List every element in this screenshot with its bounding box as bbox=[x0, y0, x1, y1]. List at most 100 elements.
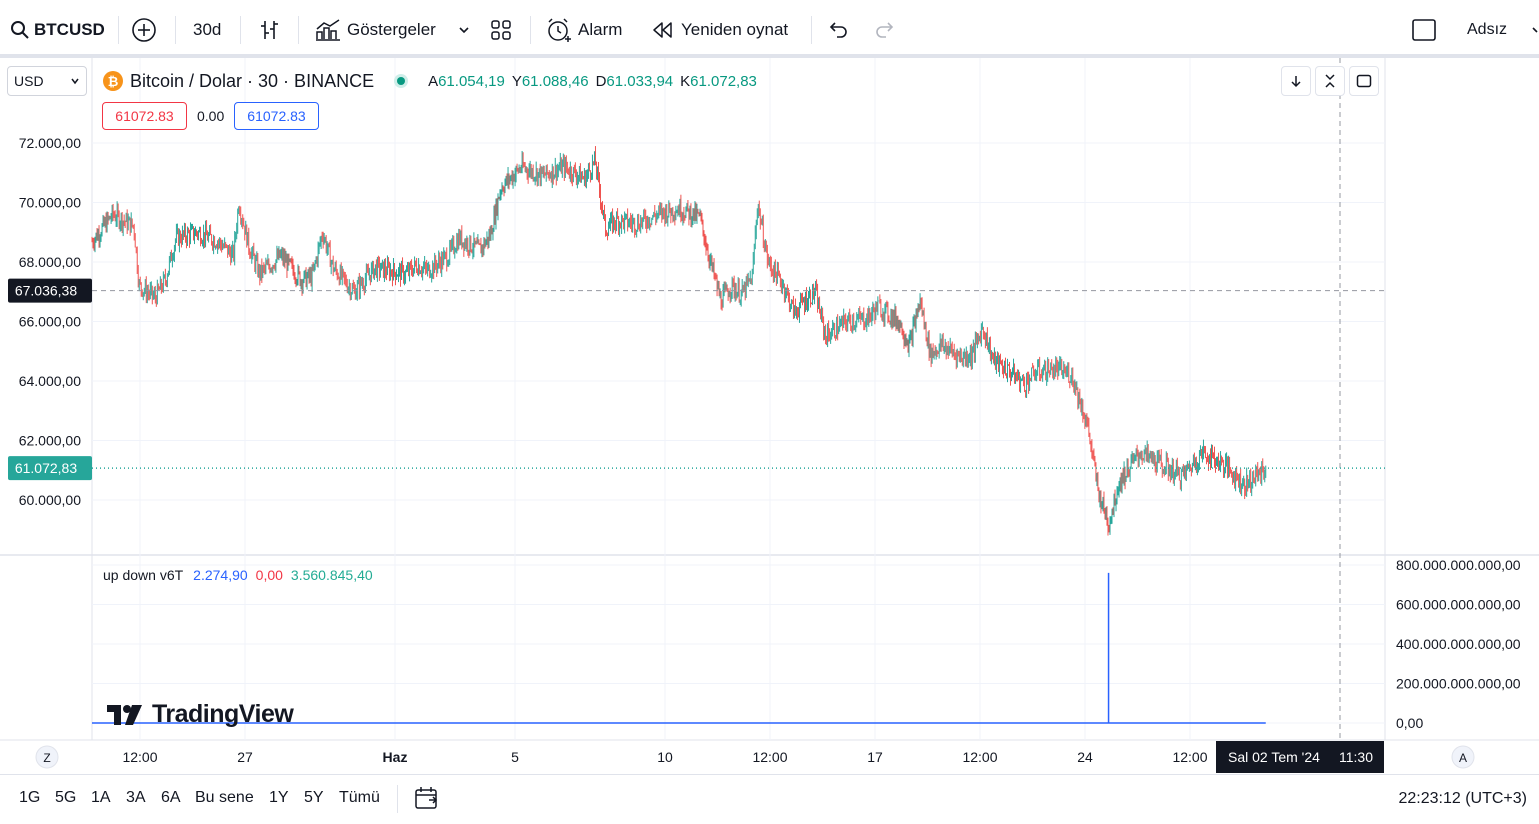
range-button[interactable]: 6A bbox=[161, 789, 181, 806]
buy-button[interactable]: 61072.83 bbox=[234, 102, 319, 130]
symbol-title[interactable]: Bitcoin / Dolar · 30 · BINANCE bbox=[130, 70, 375, 91]
tradingview-logo-icon bbox=[107, 704, 142, 725]
range-button[interactable]: Bu sene bbox=[195, 789, 254, 806]
calendar-icon bbox=[415, 787, 438, 809]
collapse-button[interactable] bbox=[1315, 66, 1345, 96]
price-tick-label: 72.000,00 bbox=[19, 135, 81, 151]
square-icon bbox=[1412, 19, 1436, 41]
indicator-value-3: 3.560.845,40 bbox=[290, 567, 373, 583]
alarm-clock-icon bbox=[548, 18, 571, 42]
bottom-toolbar: 1G 5G 1A 3A 6A Bu sene 1Y 5Y Tümü 22:23:12 (UTC+… bbox=[0, 774, 1539, 824]
templates-button[interactable] bbox=[489, 14, 513, 46]
divider bbox=[175, 16, 176, 44]
symbol-search-button[interactable]: BTCUSD bbox=[10, 14, 105, 46]
indicator-value-1: 2.274,90 bbox=[193, 567, 248, 583]
indicator-legend[interactable]: up down v6T 2.274,90 0,00 3.560.845,40 bbox=[103, 567, 373, 583]
currency-value: USD bbox=[14, 73, 44, 89]
crosshair-time-label: Sal 02 Tem '24 bbox=[1228, 749, 1320, 765]
chart-legend: ₿ Bitcoin / Dolar · 30 · BINANCE A 61.054… bbox=[103, 69, 757, 93]
close-label: K bbox=[680, 72, 691, 90]
symbol-label: BTCUSD bbox=[34, 20, 105, 39]
price-tick-label: 66.000,00 bbox=[19, 314, 81, 330]
time-tick-label: 12:00 bbox=[122, 749, 157, 765]
low-label: D bbox=[595, 72, 607, 90]
indicator-tick-label: 0,00 bbox=[1396, 715, 1423, 731]
alert-button[interactable]: Alarm bbox=[546, 14, 622, 46]
bitcoin-logo-icon: ₿ bbox=[103, 71, 123, 91]
replay-label: Yeniden oynat bbox=[681, 20, 789, 39]
chevron-down-icon bbox=[1532, 27, 1538, 33]
replay-button[interactable]: Yeniden oynat bbox=[651, 14, 788, 46]
indicator-tick-label: 800.000.000.000,00 bbox=[1396, 557, 1521, 573]
scroll-down-button[interactable] bbox=[1281, 66, 1311, 96]
maximize-icon bbox=[1356, 74, 1372, 88]
undo-icon bbox=[829, 22, 847, 38]
sell-button[interactable]: 61072.83 bbox=[102, 102, 187, 130]
clock[interactable]: 22:23:12 (UTC+3) bbox=[1398, 790, 1527, 807]
chevron-down-icon bbox=[71, 78, 79, 85]
last-price-label-bg bbox=[8, 456, 92, 481]
price-tick-label: 60.000,00 bbox=[19, 492, 81, 508]
time-tick-label: 12:00 bbox=[1172, 749, 1207, 765]
price-tick-label: 64.000,00 bbox=[19, 373, 81, 389]
indicator-name: up down v6T bbox=[103, 567, 184, 583]
crosshair-price-label-bg bbox=[8, 278, 92, 303]
auto-scale-button[interactable] bbox=[1451, 745, 1475, 769]
price-tick-label: 68.000,00 bbox=[19, 254, 81, 270]
compare-button[interactable] bbox=[131, 14, 157, 46]
layout-name: Adsız bbox=[1467, 21, 1508, 38]
range-button[interactable]: Tümü bbox=[339, 789, 380, 806]
time-tick-label: 5 bbox=[511, 749, 519, 765]
range-button[interactable]: 3A bbox=[126, 789, 146, 806]
layout-dropdown[interactable] bbox=[1532, 14, 1539, 46]
currency-select[interactable]: USD bbox=[7, 66, 87, 96]
range-button[interactable]: 1G bbox=[19, 789, 41, 806]
high-value: 61.088,46 bbox=[521, 72, 589, 90]
time-tick-label: 24 bbox=[1077, 749, 1093, 765]
rewind-icon bbox=[653, 22, 672, 38]
plus-circle-icon bbox=[132, 18, 156, 42]
undo-button[interactable] bbox=[826, 14, 850, 46]
low-value: 61.033,94 bbox=[606, 72, 674, 90]
divider bbox=[118, 16, 119, 44]
time-tick-label: 12:00 bbox=[962, 749, 997, 765]
range-button[interactable]: 1A bbox=[91, 789, 111, 806]
divider bbox=[530, 16, 531, 44]
time-tick-label: 12:00 bbox=[752, 749, 787, 765]
alert-label: Alarm bbox=[578, 20, 623, 39]
timezone-button-label: Z bbox=[43, 751, 50, 765]
top-toolbar: BTCUSD 30d Göstergeler Alarm Yeniden oyn… bbox=[0, 0, 1539, 58]
divider bbox=[811, 16, 812, 44]
range-button[interactable]: 1Y bbox=[269, 789, 289, 806]
indicators-button[interactable]: Göstergeler bbox=[315, 14, 436, 46]
spread-value: 0.00 bbox=[197, 108, 225, 124]
chart-type-button[interactable] bbox=[257, 14, 281, 46]
interval-button[interactable]: 30d bbox=[193, 14, 221, 46]
range-button[interactable]: 5Y bbox=[304, 789, 324, 806]
ask-price: 61072.83 bbox=[247, 108, 306, 124]
fullscreen-toggle[interactable] bbox=[1411, 14, 1437, 46]
layout-name-button[interactable]: Adsız bbox=[1467, 14, 1507, 46]
indicators-dropdown[interactable] bbox=[457, 14, 471, 46]
crosshair-price-label: 67.036,38 bbox=[15, 283, 77, 299]
go-to-date-button[interactable] bbox=[413, 785, 439, 816]
indicators-icon bbox=[316, 19, 340, 41]
bar-chart-type-icon bbox=[261, 21, 278, 39]
interval-label: 30d bbox=[193, 20, 222, 39]
crosshair-time-label-bg bbox=[1216, 741, 1384, 773]
divider bbox=[397, 785, 398, 813]
redo-button[interactable] bbox=[873, 14, 897, 46]
tradingview-watermark[interactable]: TradingView bbox=[106, 700, 294, 729]
timezone-button[interactable] bbox=[35, 745, 59, 769]
range-button[interactable]: 5G bbox=[55, 789, 77, 806]
market-status-icon bbox=[394, 74, 409, 88]
last-price-label: 61.072,83 bbox=[15, 460, 77, 476]
bid-price: 61072.83 bbox=[115, 108, 174, 124]
search-icon bbox=[11, 21, 29, 39]
high-label: Y bbox=[511, 72, 522, 90]
close-value: 61.072,83 bbox=[690, 72, 757, 90]
indicator-tick-label: 200.000.000.000,00 bbox=[1396, 676, 1521, 692]
maximize-pane-button[interactable] bbox=[1349, 66, 1379, 96]
open-label: A bbox=[428, 72, 439, 90]
